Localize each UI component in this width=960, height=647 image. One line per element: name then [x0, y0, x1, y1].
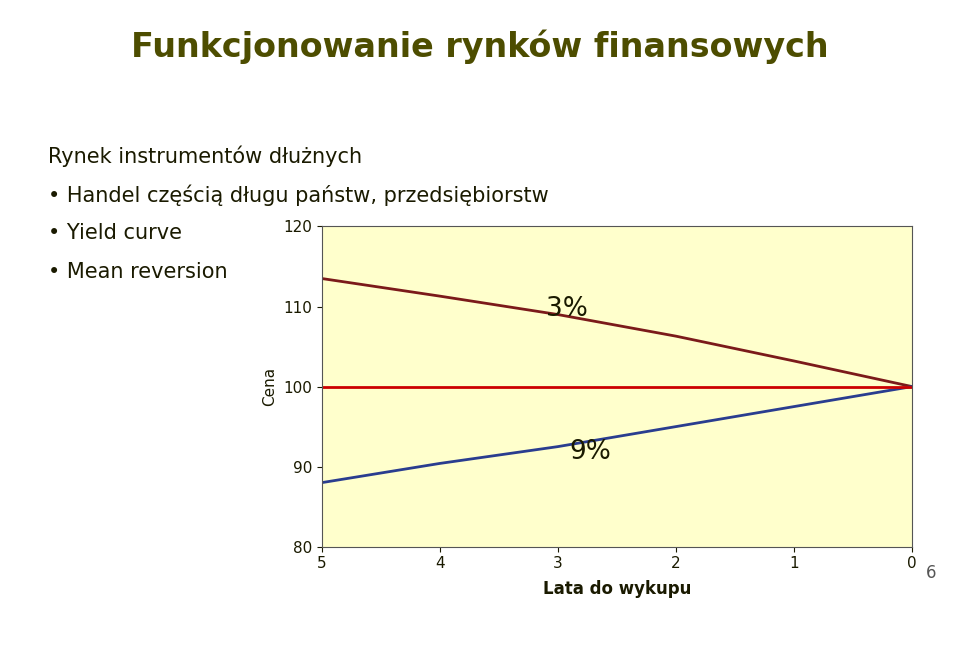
- Text: 9%: 9%: [569, 439, 612, 465]
- Text: 3%: 3%: [546, 296, 588, 322]
- Y-axis label: Cena: Cena: [262, 367, 277, 406]
- Text: Rynek instrumentów dłużnych: Rynek instrumentów dłużnych: [48, 146, 362, 167]
- Text: • Mean reversion: • Mean reversion: [48, 262, 228, 282]
- Text: 6: 6: [925, 564, 936, 582]
- Text: • Handel częścią długu państw, przedsiębiorstw: • Handel częścią długu państw, przedsięb…: [48, 184, 549, 206]
- Text: • Yield curve: • Yield curve: [48, 223, 182, 243]
- X-axis label: Lata do wykupu: Lata do wykupu: [542, 580, 691, 598]
- Text: Funkcjonowanie rynków finansowych: Funkcjonowanie rynków finansowych: [132, 29, 828, 63]
- Text: Funkcjonowanie rynków finansowych: Funkcjonowanie rynków finansowych: [235, 602, 725, 630]
